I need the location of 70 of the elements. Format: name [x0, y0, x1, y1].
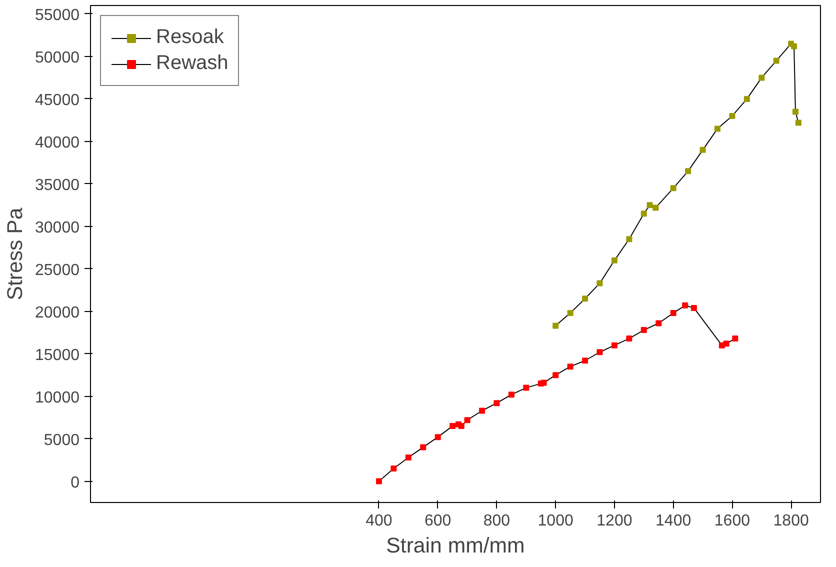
point [744, 96, 750, 102]
legend-label: Rewash [156, 52, 228, 75]
point [670, 310, 676, 316]
point [640, 327, 647, 334]
point [405, 454, 412, 460]
point [420, 444, 426, 450]
y-tick-label: 40000 [35, 134, 80, 152]
x-tick-label: 1600 [714, 512, 750, 530]
x-tick-label: 400 [366, 512, 392, 530]
point [773, 58, 780, 64]
y-tick-label: 45000 [35, 92, 80, 109]
y-tick-label: 25000 [35, 262, 80, 279]
y-tick-label: 0 [70, 474, 80, 492]
point [464, 417, 470, 424]
point [792, 108, 798, 115]
y-tick-label: 10000 [35, 389, 80, 406]
point [685, 168, 692, 174]
y-tick-label: 55000 [35, 6, 80, 24]
point [478, 408, 485, 414]
point [611, 342, 618, 348]
y-tick-label: 15000 [35, 346, 80, 364]
point [795, 120, 802, 126]
point [523, 384, 530, 391]
point [682, 302, 688, 308]
x-tick-label: 600 [424, 512, 452, 530]
point [458, 423, 464, 430]
point [646, 202, 653, 208]
point [640, 210, 647, 217]
point [611, 257, 618, 264]
point [656, 320, 662, 326]
x-tick-label: 1400 [656, 512, 692, 530]
y-tick-label: 5000 [44, 432, 80, 449]
point [791, 43, 798, 50]
point [567, 310, 574, 316]
point [494, 400, 500, 406]
legend-label: Resoak [156, 26, 224, 49]
x-tick-label: 1800 [773, 512, 809, 530]
point [652, 204, 659, 211]
point [596, 280, 603, 286]
x-tick-label: 1200 [596, 512, 632, 530]
point [390, 466, 397, 472]
point [567, 364, 574, 370]
x-tick-label: 1000 [538, 512, 574, 530]
point [732, 336, 738, 342]
y-tick-label: 30000 [35, 219, 80, 236]
point [723, 340, 730, 347]
x-tick-label: 800 [483, 512, 510, 530]
point [670, 185, 676, 192]
point [508, 392, 514, 398]
point [626, 236, 632, 242]
point [540, 380, 547, 386]
y-axis-title: Stress Pa [3, 208, 28, 300]
point [626, 336, 632, 342]
point [552, 372, 559, 378]
point [758, 74, 765, 81]
point [434, 434, 441, 440]
point [552, 322, 559, 329]
point [700, 146, 706, 153]
point [729, 112, 736, 119]
point [582, 358, 588, 364]
y-tick-label: 50000 [35, 49, 80, 66]
point [714, 126, 720, 132]
x-axis-title: Strain mm/mm [386, 534, 525, 558]
point [450, 423, 456, 430]
y-tick-label: 35000 [35, 176, 80, 194]
point [376, 478, 382, 484]
point [582, 296, 588, 302]
point [596, 349, 603, 356]
point [690, 304, 697, 311]
y-tick-label: 20000 [35, 304, 80, 322]
